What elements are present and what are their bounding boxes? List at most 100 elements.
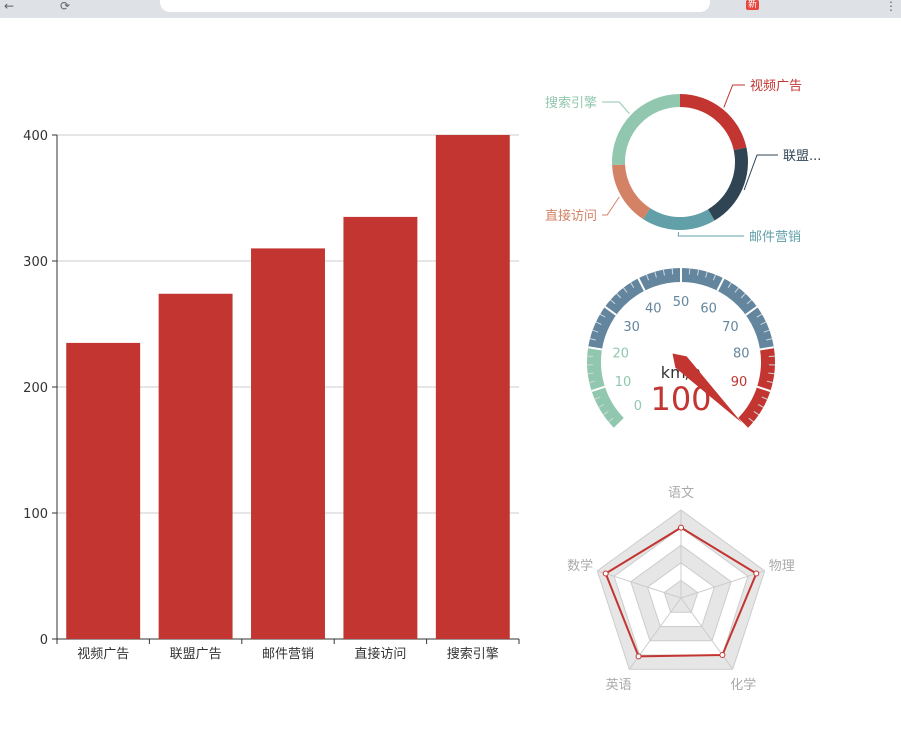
y-tick-label: 100 [23,507,48,522]
radar-axis [597,570,682,599]
radar-indicator-label: 英语 [606,678,632,693]
donut-label-line [677,231,744,237]
gauge-minor-tick [760,321,767,325]
gauge-split-line [613,417,626,430]
browser-toolbar: ← ⟳ 新 ⋮ [0,0,901,18]
x-tick-label: 直接访问 [354,646,406,662]
y-tick-label: 0 [40,633,48,648]
gauge-minor-tick [589,380,596,383]
x-tick-label: 联盟广告 [170,647,222,662]
gauge-minor-tick [766,338,773,341]
radar-point [678,524,684,531]
radar-point [753,570,760,577]
gauge-minor-tick [763,329,770,333]
extension-badge: 新 [746,0,760,10]
gauge-minor-tick [630,282,635,288]
bar [435,135,510,639]
x-tick-label: 邮件营销 [262,647,314,662]
donut-slice [611,94,680,166]
gauge-minor-tick [610,299,616,305]
gauge-minor-tick [594,396,601,400]
y-tick-label: 400 [23,129,48,144]
bar [158,293,233,639]
x-tick-label: 搜索引擎 [447,647,499,662]
gauge-minor-tick [727,282,732,288]
y-tick-label: 300 [23,255,48,270]
gauge-minor-tick [595,321,602,325]
gauge-minor-tick [598,403,605,408]
bar-chart: 0 100 200 300 400 视频广告 联盟广告 邮件营销 直接访问 搜索引擎 [23,129,520,662]
gauge-minor-tick [602,411,609,416]
radar-indicator-label: 语文 [668,486,694,501]
gauge-minor-tick [616,293,622,299]
radar-indicator-label: 数学 [567,558,593,574]
gauge-minor-tick [688,268,691,275]
radar-point [635,653,642,660]
refresh-icon[interactable]: ⟳ [60,0,71,13]
donut-label-line [602,196,620,216]
gauge-split-line [759,346,774,351]
gauge-split-line [716,277,725,292]
gauge-minor-tick [645,274,650,281]
radar-point [719,651,726,658]
bar [251,248,325,639]
bar [343,216,418,639]
donut-label: 直接访问 [545,208,597,224]
gauge-minor-tick [587,372,594,375]
gauge-minor-tick [761,396,768,400]
gauge-tick-label: 60 [700,302,717,317]
gauge-minor-tick [662,269,666,276]
back-icon[interactable]: ← [4,0,15,13]
gauge-tick-label: 90 [731,375,748,390]
donut-label-line [602,101,630,114]
y-tick-label: 200 [23,381,48,396]
gauge-split-line [756,385,771,392]
gauge-value: 100 [650,380,711,418]
radar-point [602,570,609,577]
donut-slice [612,164,651,220]
gauge-tick-label: 80 [733,346,750,361]
radar-series-line [604,526,758,658]
gauge-split-line [588,346,603,351]
donut-label-line [723,84,745,108]
gauge-tick-label: 30 [623,320,640,335]
gauge-tick-label: 70 [722,320,739,335]
gauge-minor-tick [756,313,763,318]
gauge-split-line [745,305,758,316]
gauge-minor-tick [768,372,775,375]
radar-indicator-label: 化学 [730,677,756,693]
gauge-minor-tick [654,271,657,278]
donut-label-line [743,154,778,191]
gauge-band [588,268,774,350]
donut-label: 联盟... [783,149,821,164]
bar [66,342,141,639]
gauge-split-line [604,305,617,316]
address-bar[interactable] [160,0,710,12]
gauge-tick-label: 10 [615,375,632,390]
gauge-minor-tick [734,287,740,293]
radar-indicator-label: 物理 [769,559,795,574]
gauge-minor-tick [622,287,628,293]
donut-slice [707,147,748,221]
gauge-tick-label: 0 [634,399,642,414]
gauge-minor-tick [712,274,717,281]
gauge-split-line [637,277,646,292]
donut-slice [680,94,747,151]
donut-label: 视频广告 [750,79,802,94]
gauge-minor-tick [748,417,754,423]
gauge-minor-tick [705,271,708,278]
gauge-minor-tick [608,417,614,423]
gauge-minor-tick [696,269,700,276]
gauge-minor-tick [740,293,746,299]
menu-icon[interactable]: ⋮ [885,0,897,13]
gauge-tick-label: 20 [612,346,629,361]
gauge-minor-tick [766,380,773,383]
gauge-tick-label: 50 [673,295,690,310]
donut-slice [643,208,715,230]
gauge-minor-tick [589,338,596,341]
gauge-minor-tick [746,299,752,305]
